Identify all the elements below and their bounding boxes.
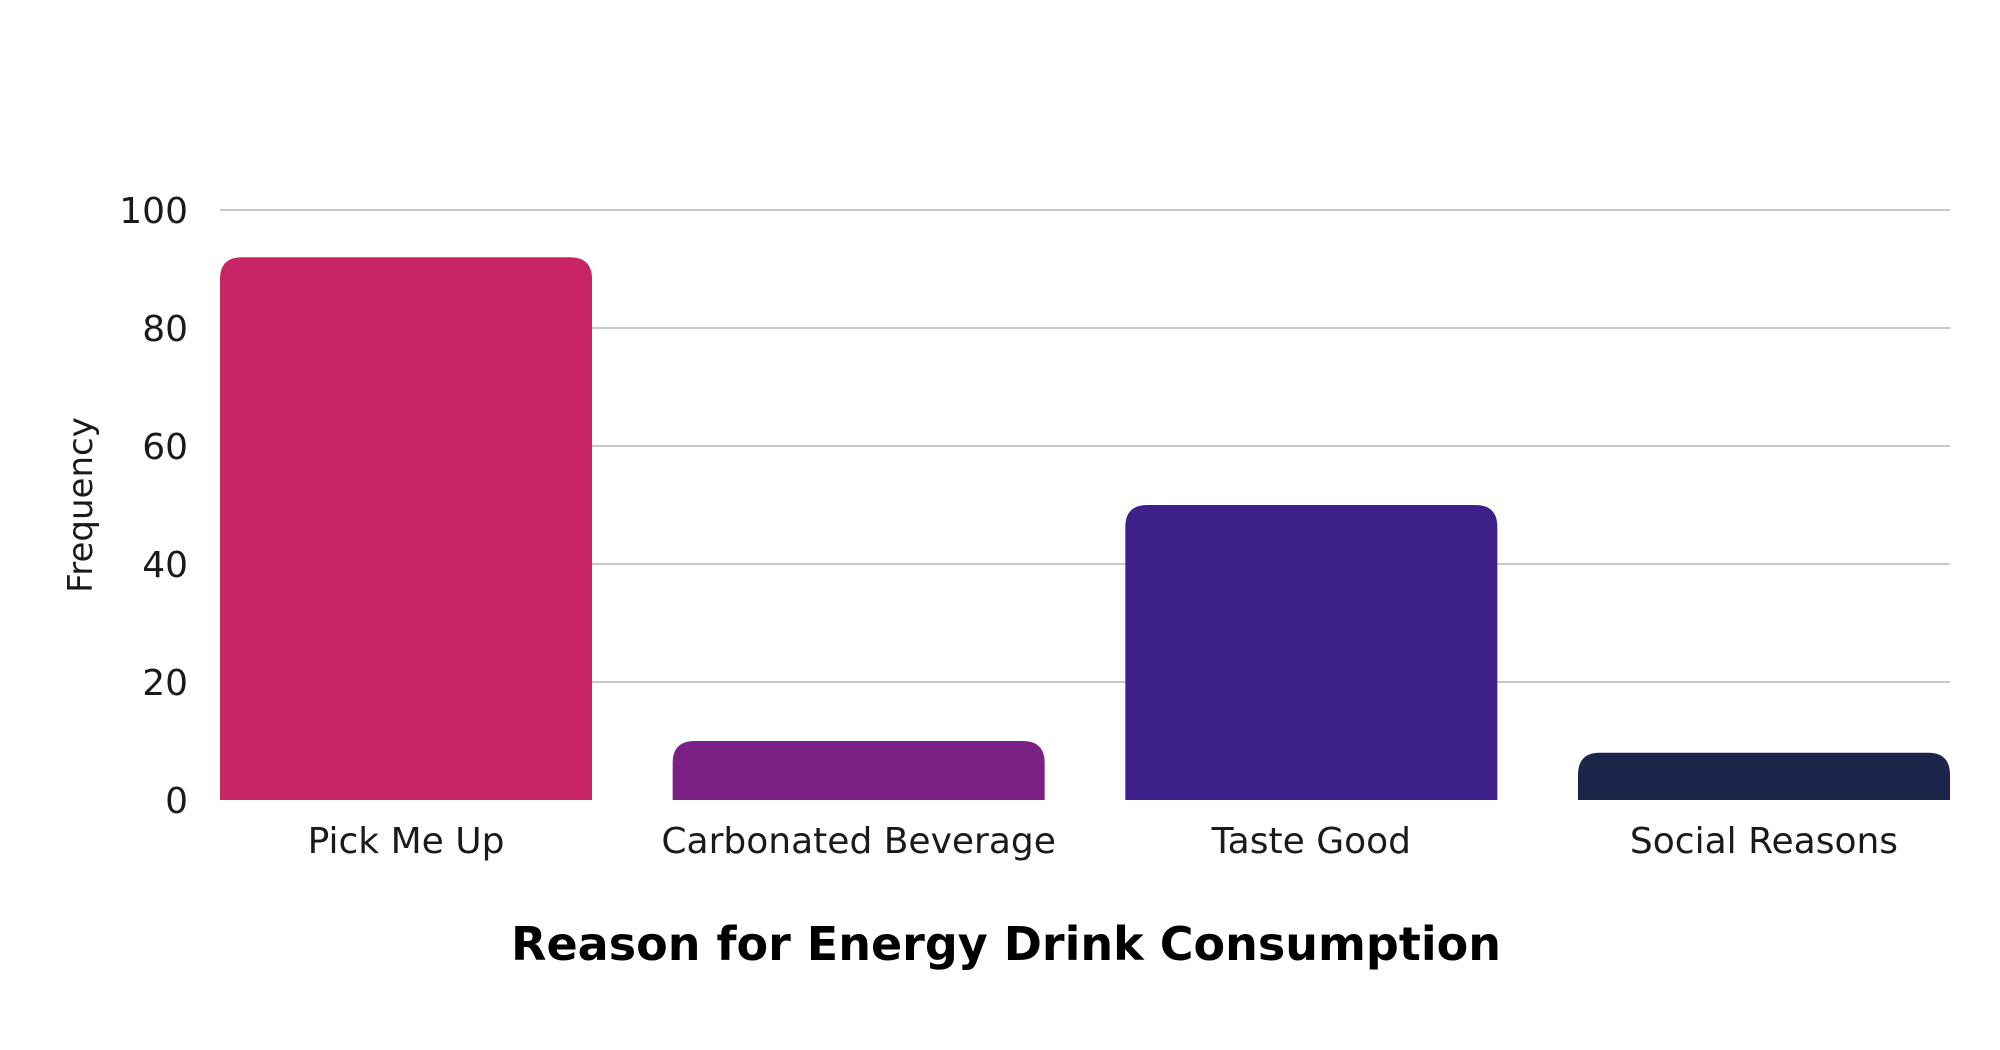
bars [220,257,1950,800]
x-category-label: Social Reasons [1630,821,1898,862]
bar-pick-me-up [220,257,592,800]
x-axis-category-labels: Pick Me Up Carbonated Beverage Taste Good S… [308,821,1899,862]
y-tick-label: 60 [142,427,188,468]
y-axis-title: Frequency [61,417,101,593]
y-tick-label: 20 [142,663,188,704]
y-tick-label: 0 [165,781,188,822]
x-category-label: Carbonated Beverage [661,821,1055,862]
bar-carbonated-beverage [672,741,1045,800]
x-category-label: Taste Good [1211,821,1411,862]
y-axis-tick-labels: 0 20 40 60 80 100 [119,191,188,822]
bar-taste-good [1125,505,1498,800]
y-tick-label: 100 [119,191,188,232]
x-category-label: Pick Me Up [308,821,505,862]
y-tick-label: 40 [142,545,188,586]
bar-social-reasons [1578,752,1950,800]
x-axis-title: Reason for Energy Drink Consumption [511,917,1501,971]
y-tick-label: 80 [142,309,188,350]
